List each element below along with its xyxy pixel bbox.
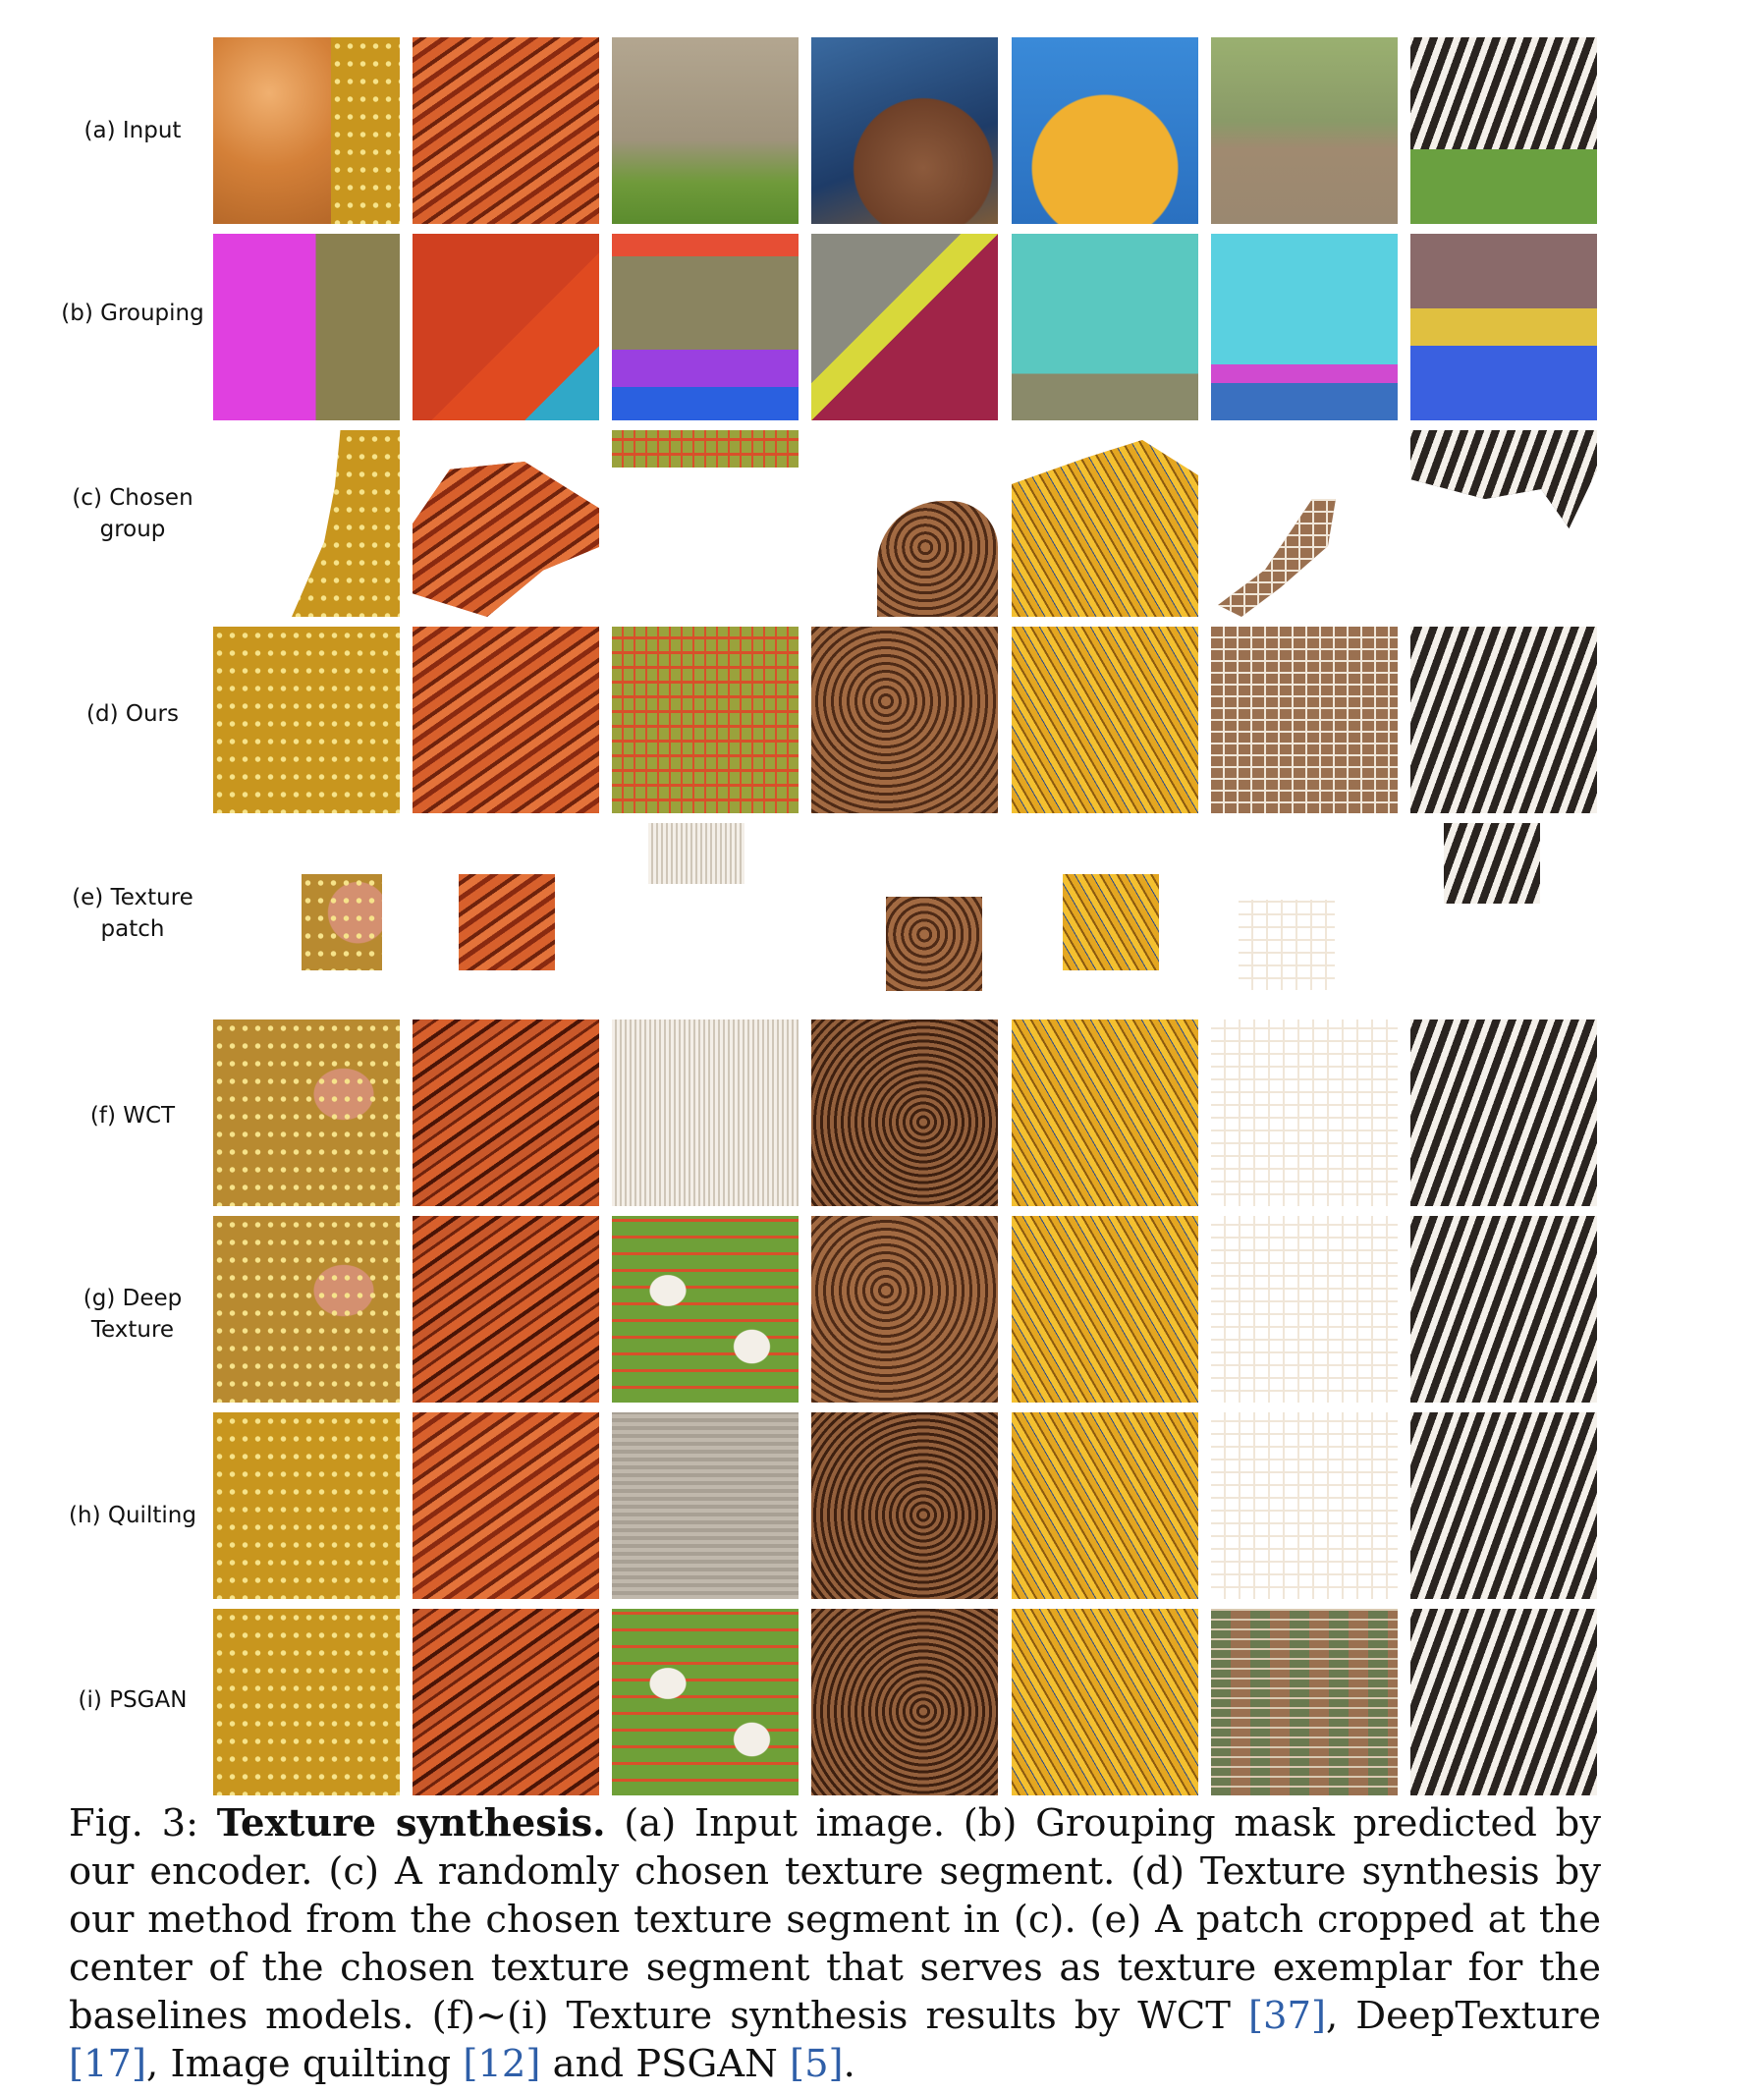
psgan-result-reef	[811, 1609, 998, 1795]
texture-patch-zebra	[1444, 823, 1540, 904]
row-label-a: (a) Input	[83, 118, 182, 143]
ours-result-face	[213, 627, 400, 813]
ours-result-sheep	[612, 627, 799, 813]
wct-result-face	[213, 1019, 400, 1206]
input-image-coral	[1012, 37, 1198, 224]
quilting-result-coral	[1012, 1412, 1198, 1599]
ours-result-reef	[811, 627, 998, 813]
row-label-h: (h) Quilting	[69, 1503, 196, 1528]
deeptexture-result-corn	[413, 1216, 599, 1403]
row-label-g: (g) Deep Texture	[83, 1286, 183, 1343]
row-label-e: (e) Texture patch	[72, 885, 193, 942]
grouping-mask-sheep	[612, 234, 799, 420]
grouping-mask-coral	[1012, 234, 1198, 420]
chosen-group-reef	[877, 501, 998, 617]
quilting-result-giraffe	[1211, 1412, 1398, 1599]
quilting-result-zebra	[1410, 1412, 1597, 1599]
chosen-group-zebra	[1410, 430, 1597, 528]
wct-result-corn	[413, 1019, 599, 1206]
psgan-result-face	[213, 1609, 400, 1795]
input-image-sheep	[612, 37, 799, 224]
caption-text-1: (a) Input image. (b) Grouping mask predi…	[69, 1801, 1601, 2038]
input-image-reef	[811, 37, 998, 224]
grouping-mask-face	[213, 234, 400, 420]
psgan-result-zebra	[1410, 1609, 1597, 1795]
citation-link-37[interactable]: [37]	[1247, 1994, 1326, 2038]
quilting-result-sheep	[612, 1412, 799, 1599]
figure-caption: Fig. 3: Texture synthesis. (a) Input ima…	[69, 1799, 1601, 2088]
chosen-group-giraffe	[1218, 499, 1336, 617]
input-image-zebra	[1410, 37, 1597, 224]
ours-result-zebra	[1410, 627, 1597, 813]
chosen-group-coral	[1012, 440, 1198, 617]
caption-text-3: , Image quilting	[146, 2042, 464, 2086]
grouping-mask-reef	[811, 234, 998, 420]
psgan-result-giraffe	[1211, 1609, 1398, 1795]
row-label-f: (f) WCT	[89, 1103, 176, 1129]
texture-patch-giraffe	[1239, 900, 1335, 990]
ours-result-coral	[1012, 627, 1198, 813]
row-label-d: (d) Ours	[86, 701, 179, 727]
deeptexture-result-face	[213, 1216, 400, 1403]
quilting-result-face	[213, 1412, 400, 1599]
row-label-i: (i) PSGAN	[78, 1687, 188, 1713]
quilting-result-reef	[811, 1412, 998, 1599]
figure-number: Fig. 3:	[69, 1801, 199, 1846]
deeptexture-result-sheep	[612, 1216, 799, 1403]
psgan-result-corn	[413, 1609, 599, 1795]
texture-patch-corn	[459, 874, 555, 970]
input-image-corn	[413, 37, 599, 224]
input-image-face-dots	[331, 37, 400, 224]
wct-result-sheep	[612, 1019, 799, 1206]
psgan-result-sheep	[612, 1609, 799, 1795]
wct-result-reef	[811, 1019, 998, 1206]
caption-text-2: , DeepTexture	[1325, 1994, 1601, 2038]
grouping-mask-giraffe	[1211, 234, 1398, 420]
texture-patch-sheep	[648, 823, 744, 884]
deeptexture-result-giraffe	[1211, 1216, 1398, 1403]
citation-link-12[interactable]: [12]	[463, 2042, 541, 2086]
grouping-mask-zebra	[1410, 234, 1597, 420]
chosen-group-face	[292, 430, 400, 617]
ours-result-corn	[413, 627, 599, 813]
citation-link-17[interactable]: [17]	[69, 2042, 147, 2086]
psgan-result-coral	[1012, 1609, 1198, 1795]
wct-result-zebra	[1410, 1019, 1597, 1206]
citation-link-5[interactable]: [5]	[790, 2042, 844, 2086]
texture-patch-coral	[1063, 874, 1159, 970]
texture-patch-face	[302, 874, 382, 970]
chosen-group-corn	[413, 462, 599, 617]
ours-result-giraffe	[1211, 627, 1398, 813]
row-label-b: (b) Grouping	[61, 301, 204, 326]
figure-title: Texture synthesis.	[216, 1801, 606, 1846]
wct-result-giraffe	[1211, 1019, 1398, 1206]
texture-patch-reef	[886, 897, 982, 991]
wct-result-coral	[1012, 1019, 1198, 1206]
input-image-giraffe	[1211, 37, 1398, 224]
deeptexture-result-zebra	[1410, 1216, 1597, 1403]
chosen-group-sheep	[612, 430, 799, 468]
deeptexture-result-coral	[1012, 1216, 1198, 1403]
row-label-c: (c) Chosen group	[72, 485, 193, 542]
caption-text-4: and PSGAN	[540, 2042, 791, 2086]
quilting-result-corn	[413, 1412, 599, 1599]
caption-text-5: .	[843, 2042, 855, 2086]
deeptexture-result-reef	[811, 1216, 998, 1403]
grouping-mask-corn	[413, 234, 599, 420]
